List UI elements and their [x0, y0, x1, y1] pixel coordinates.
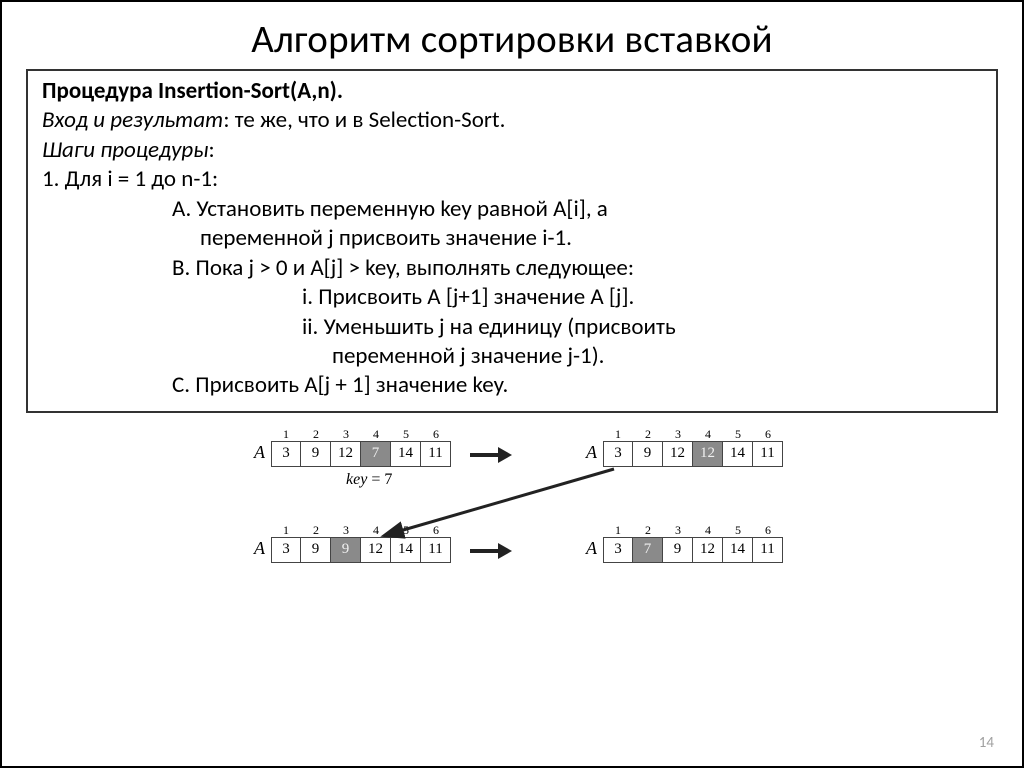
insertion-sort-diagram: key = 7 A132931247514611A132931241251461…	[26, 427, 998, 617]
line-C: C. Присвоить A[j + 1] значение key.	[42, 371, 982, 400]
line-i: i. Присвоить A [j+1] значение A [j].	[42, 283, 982, 312]
line-A2: переменной j присвоить значение i-1.	[42, 224, 982, 253]
line-input-output: Вход и результат: те же, что и в Selecti…	[42, 106, 982, 135]
line-ii2: переменной j значение j-1).	[42, 342, 982, 371]
algorithm-box: Процедура Insertion-Sort(A,n). Вход и ре…	[26, 69, 998, 413]
slide-title: Алгоритм сортировки вставкой	[26, 16, 998, 63]
line-ii: ii. Уменьшить j на единицу (присвоить	[42, 313, 982, 342]
line-1: 1. Для i = 1 до n-1:	[42, 165, 982, 194]
line-steps-heading: Шаги процедуры:	[42, 136, 982, 165]
line-B: B. Пока j > 0 и A[j] > key, выполнять сл…	[42, 254, 982, 283]
page-number: 14	[979, 734, 994, 752]
arrow-diagonal-icon	[26, 427, 1024, 617]
line-A: A. Установить переменную key равной A[i]…	[42, 195, 982, 224]
proc-heading: Процедура Insertion-Sort(A,n).	[42, 77, 982, 106]
